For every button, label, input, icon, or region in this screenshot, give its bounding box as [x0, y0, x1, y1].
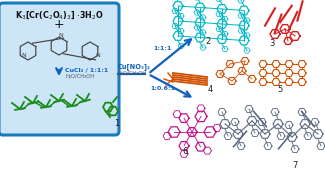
Text: N: N	[58, 33, 63, 38]
Text: 3: 3	[269, 40, 275, 49]
Text: N: N	[21, 53, 26, 58]
Text: CuCl₂ / 1:1:1: CuCl₂ / 1:1:1	[65, 67, 108, 73]
Text: 2: 2	[205, 37, 211, 46]
Text: 6: 6	[182, 146, 188, 156]
Text: 1:0.6:1: 1:0.6:1	[150, 87, 175, 91]
Text: H₂O/CH₃OH: H₂O/CH₃OH	[65, 74, 94, 78]
Text: 1:1:1: 1:1:1	[153, 46, 171, 51]
Text: H₂O/CH₃OH: H₂O/CH₃OH	[118, 70, 147, 75]
Text: K$_3$[Cr(C$_2$O$_4$)$_3$] $\cdot$3H$_2$O: K$_3$[Cr(C$_2$O$_4$)$_3$] $\cdot$3H$_2$O	[15, 9, 103, 21]
Text: 5: 5	[277, 84, 283, 94]
Text: Cu[NO₃]₂: Cu[NO₃]₂	[118, 64, 151, 70]
Text: N: N	[95, 53, 100, 58]
Text: +: +	[54, 18, 64, 30]
Text: 4: 4	[207, 84, 213, 94]
Text: 7: 7	[292, 161, 298, 170]
FancyBboxPatch shape	[0, 3, 119, 135]
Text: 1: 1	[114, 119, 120, 128]
